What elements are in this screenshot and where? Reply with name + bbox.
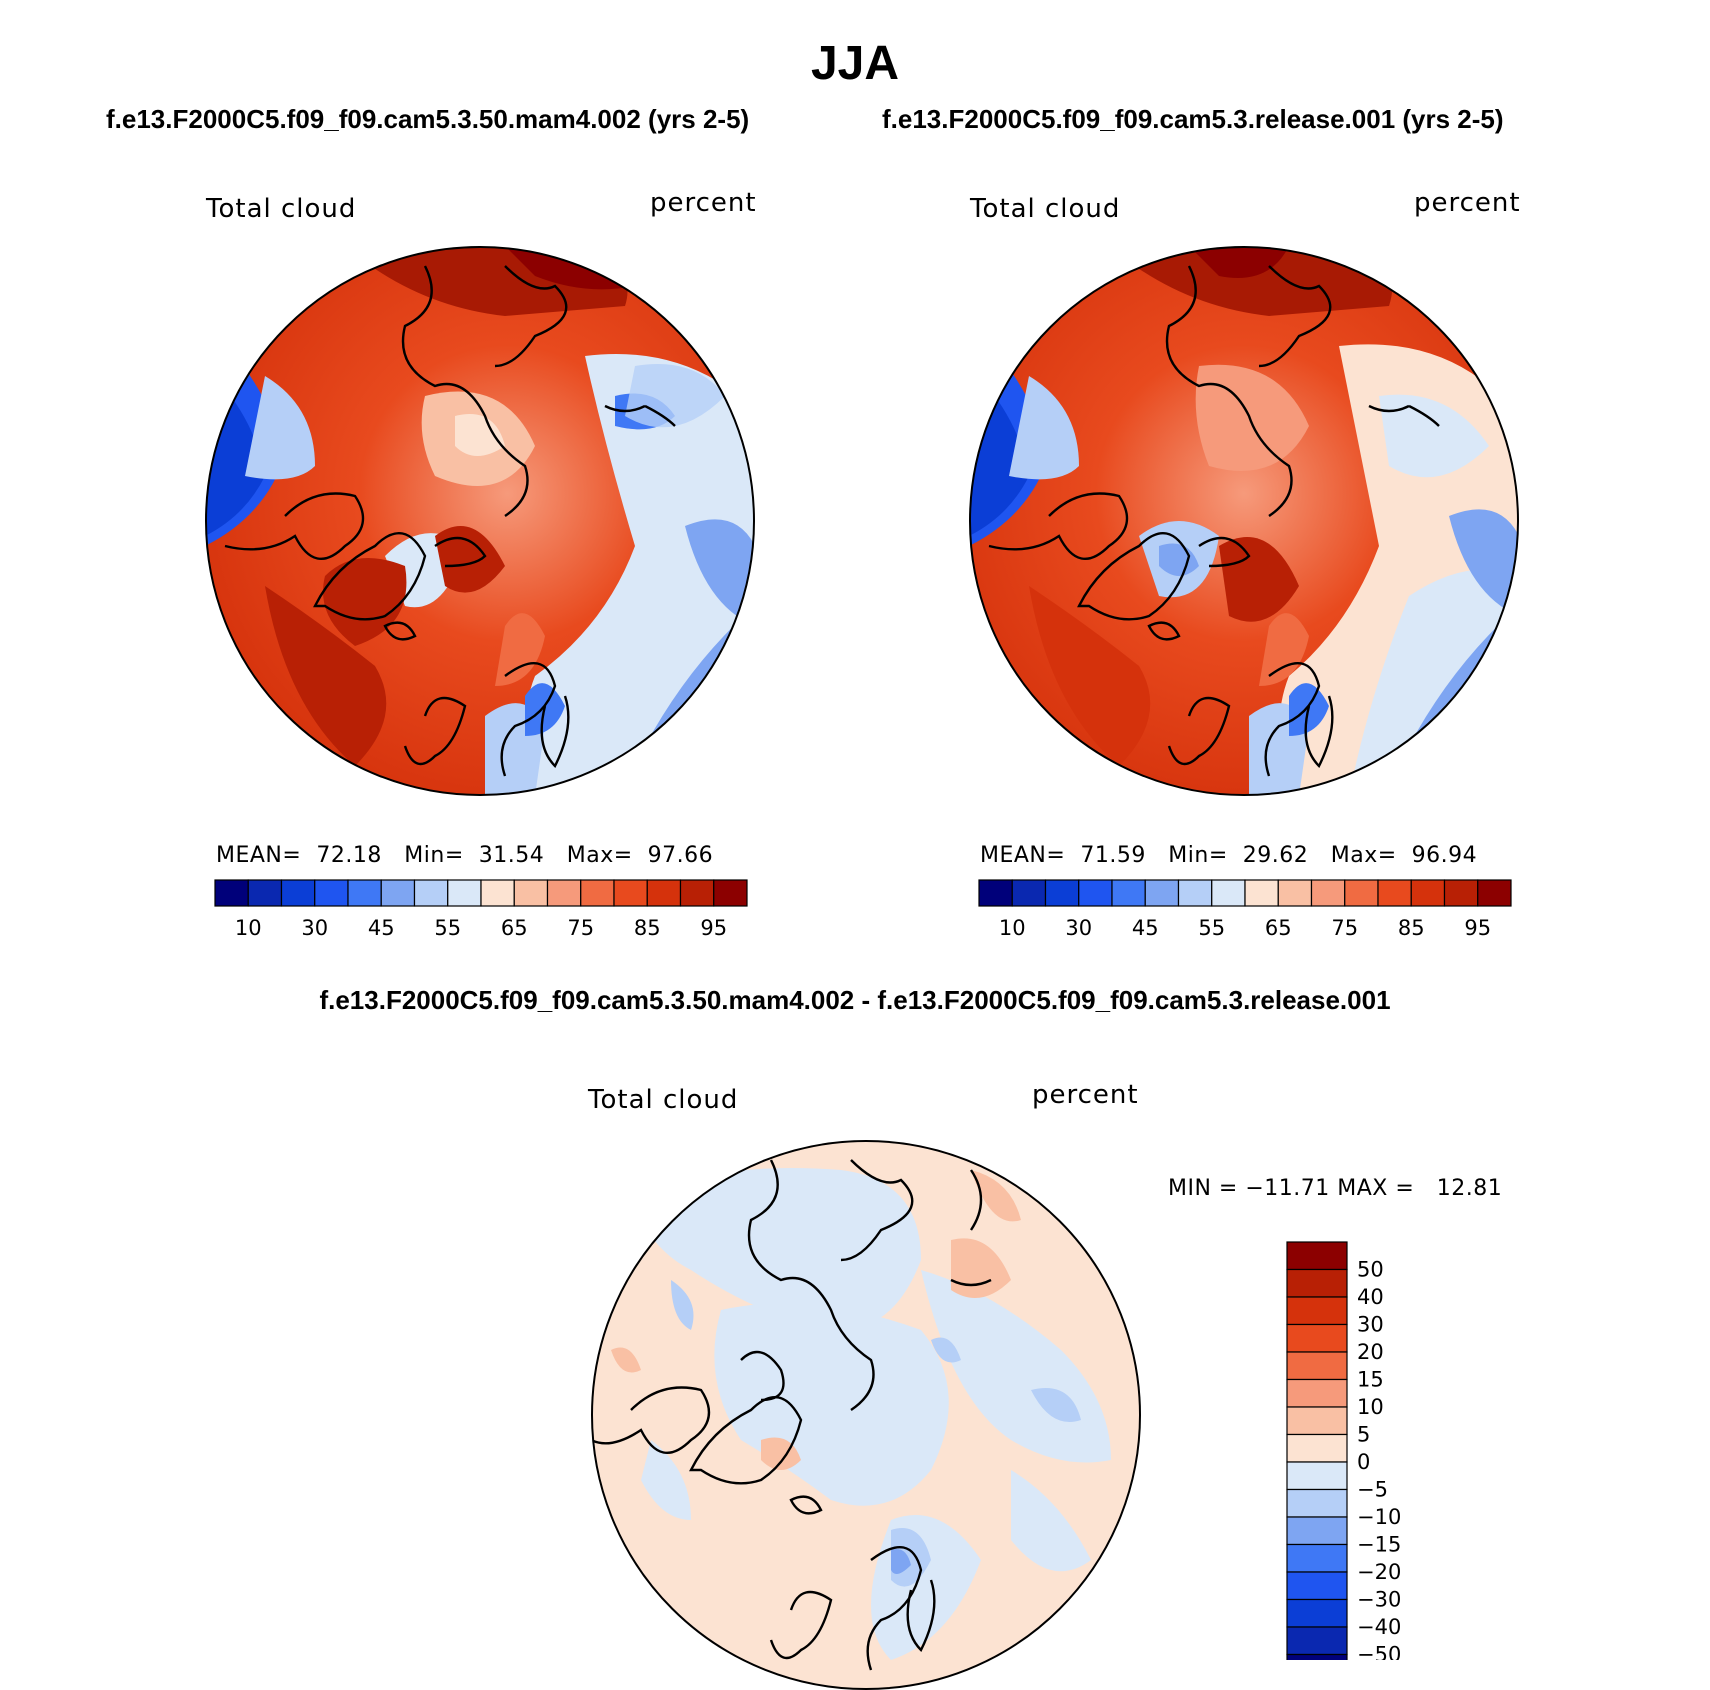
colorbar-swatch (1286, 1241, 1348, 1271)
panel-2-variable-label: Total cloud (970, 194, 1121, 224)
colorbar-tick-label: 45 (1132, 916, 1159, 940)
colorbar-swatch (480, 879, 515, 907)
colorbar-swatch (679, 879, 715, 907)
colorbar-tick-label: 30 (301, 916, 328, 940)
difference-variable-label: Total cloud (588, 1085, 739, 1115)
colorbar-tick-label: 5 (1357, 1423, 1370, 1447)
colorbar-swatch (1286, 1653, 1348, 1660)
colorbar-tick-label: 10 (999, 916, 1026, 940)
colorbar-swatch (546, 879, 582, 907)
panel-1-polar-map (205, 246, 755, 796)
colorbar-swatch (1211, 879, 1246, 907)
colorbar-swatch (380, 879, 416, 907)
colorbar-tick-label: 10 (235, 916, 262, 940)
panel-2-colorbar: 10 30 45 55 65 75 85 95 (978, 879, 1512, 940)
colorbar-tick-label: 95 (700, 916, 727, 940)
colorbar-swatch (1286, 1323, 1348, 1353)
colorbar-swatch (1286, 1406, 1348, 1436)
colorbar-swatch (1286, 1543, 1348, 1573)
colorbar-tick-label: 65 (501, 916, 528, 940)
colorbar-swatch (280, 879, 316, 907)
colorbar-swatch (1477, 879, 1512, 907)
colorbar-tick-label: −10 (1357, 1505, 1401, 1529)
colorbar-tick-label: −15 (1357, 1533, 1401, 1557)
colorbar-swatch (247, 879, 283, 907)
colorbar-tick-label: −30 (1357, 1588, 1401, 1612)
difference-polar-map (591, 1140, 1141, 1690)
colorbar-swatch (1286, 1626, 1348, 1656)
colorbar-swatch (347, 879, 382, 907)
colorbar-swatch (1443, 879, 1479, 907)
panel-1-variable-label: Total cloud (206, 194, 357, 224)
colorbar-swatch (1410, 879, 1446, 907)
colorbar-swatch (1011, 879, 1047, 907)
difference-minmax: MIN = −11.71 MAX = 12.81 (1168, 1176, 1503, 1201)
colorbar-swatch (1286, 1296, 1348, 1326)
panel-1-colorbar: 10 30 45 55 65 75 85 95 (214, 879, 748, 940)
colorbar-tick-label: 95 (1464, 916, 1491, 940)
colorbar-swatch (1111, 879, 1146, 907)
colorbar-tick-label: 85 (634, 916, 661, 940)
colorbar-swatch (1078, 879, 1113, 907)
colorbar-tick-label: 55 (1198, 916, 1225, 940)
colorbar-swatch (1286, 1598, 1348, 1628)
colorbar-swatch (646, 879, 682, 907)
colorbar-swatch (1286, 1461, 1348, 1491)
colorbar-tick-label: −50 (1357, 1643, 1401, 1661)
colorbar-swatch (978, 879, 1013, 907)
colorbar-swatch (1286, 1516, 1348, 1546)
colorbar-tick-label: 45 (368, 916, 395, 940)
colorbar-swatch (413, 879, 449, 907)
panel-1-stats: MEAN= 72.18 Min= 31.54 Max= 97.66 (216, 843, 714, 868)
panel-2-case-title: f.e13.F2000C5.f09_f09.cam5.3.release.001… (882, 104, 1504, 134)
colorbar-swatch (1286, 1378, 1348, 1408)
difference-title: f.e13.F2000C5.f09_f09.cam5.3.50.mam4.002… (319, 985, 1391, 1015)
colorbar-tick-label: 65 (1265, 916, 1292, 940)
panel-2-polar-map (969, 246, 1519, 796)
figure-title: JJA (810, 37, 900, 90)
colorbar-swatch (447, 879, 482, 907)
colorbar-tick-label: −5 (1357, 1478, 1388, 1502)
colorbar-swatch (1277, 879, 1313, 907)
colorbar-tick-label: 85 (1398, 916, 1425, 940)
colorbar-swatch (1244, 879, 1279, 907)
colorbar-tick-label: 55 (434, 916, 461, 940)
colorbar-tick-label: −40 (1357, 1615, 1401, 1639)
colorbar-tick-label: 30 (1065, 916, 1092, 940)
colorbar-tick-label: 75 (567, 916, 594, 940)
colorbar-tick-label: 15 (1357, 1368, 1384, 1392)
difference-units-label: percent (1032, 1080, 1139, 1110)
colorbar-swatch (513, 879, 549, 907)
colorbar-swatch (580, 879, 615, 907)
colorbar-swatch (1286, 1488, 1348, 1518)
colorbar-swatch (613, 879, 648, 907)
colorbar-tick-label: −20 (1357, 1560, 1401, 1584)
colorbar-swatch (1310, 879, 1346, 907)
colorbar-swatch (1044, 879, 1080, 907)
colorbar-swatch (314, 879, 349, 907)
colorbar-swatch (1286, 1351, 1348, 1381)
colorbar-swatch (1286, 1571, 1348, 1601)
colorbar-swatch (1377, 879, 1412, 907)
panel-1-units-label: percent (650, 188, 757, 218)
colorbar-tick-label: 50 (1357, 1258, 1384, 1282)
colorbar-tick-label: 40 (1357, 1285, 1384, 1309)
colorbar-swatch (1286, 1433, 1348, 1463)
colorbar-tick-label: 10 (1357, 1395, 1384, 1419)
panel-2-units-label: percent (1414, 188, 1521, 218)
colorbar-swatch (1344, 879, 1379, 907)
panel-2-stats: MEAN= 71.59 Min= 29.62 Max= 96.94 (980, 843, 1478, 868)
colorbar-swatch (1177, 879, 1213, 907)
colorbar-swatch (1144, 879, 1180, 907)
colorbar-tick-label: 30 (1357, 1313, 1384, 1337)
colorbar-swatch (713, 879, 748, 907)
colorbar-tick-label: 20 (1357, 1340, 1384, 1364)
colorbar-swatch (1286, 1268, 1348, 1298)
colorbar-swatch (214, 879, 249, 907)
panel-1-case-title: f.e13.F2000C5.f09_f09.cam5.3.50.mam4.002… (106, 104, 750, 134)
colorbar-tick-label: 75 (1331, 916, 1358, 940)
colorbar-tick-label: 0 (1357, 1450, 1370, 1474)
